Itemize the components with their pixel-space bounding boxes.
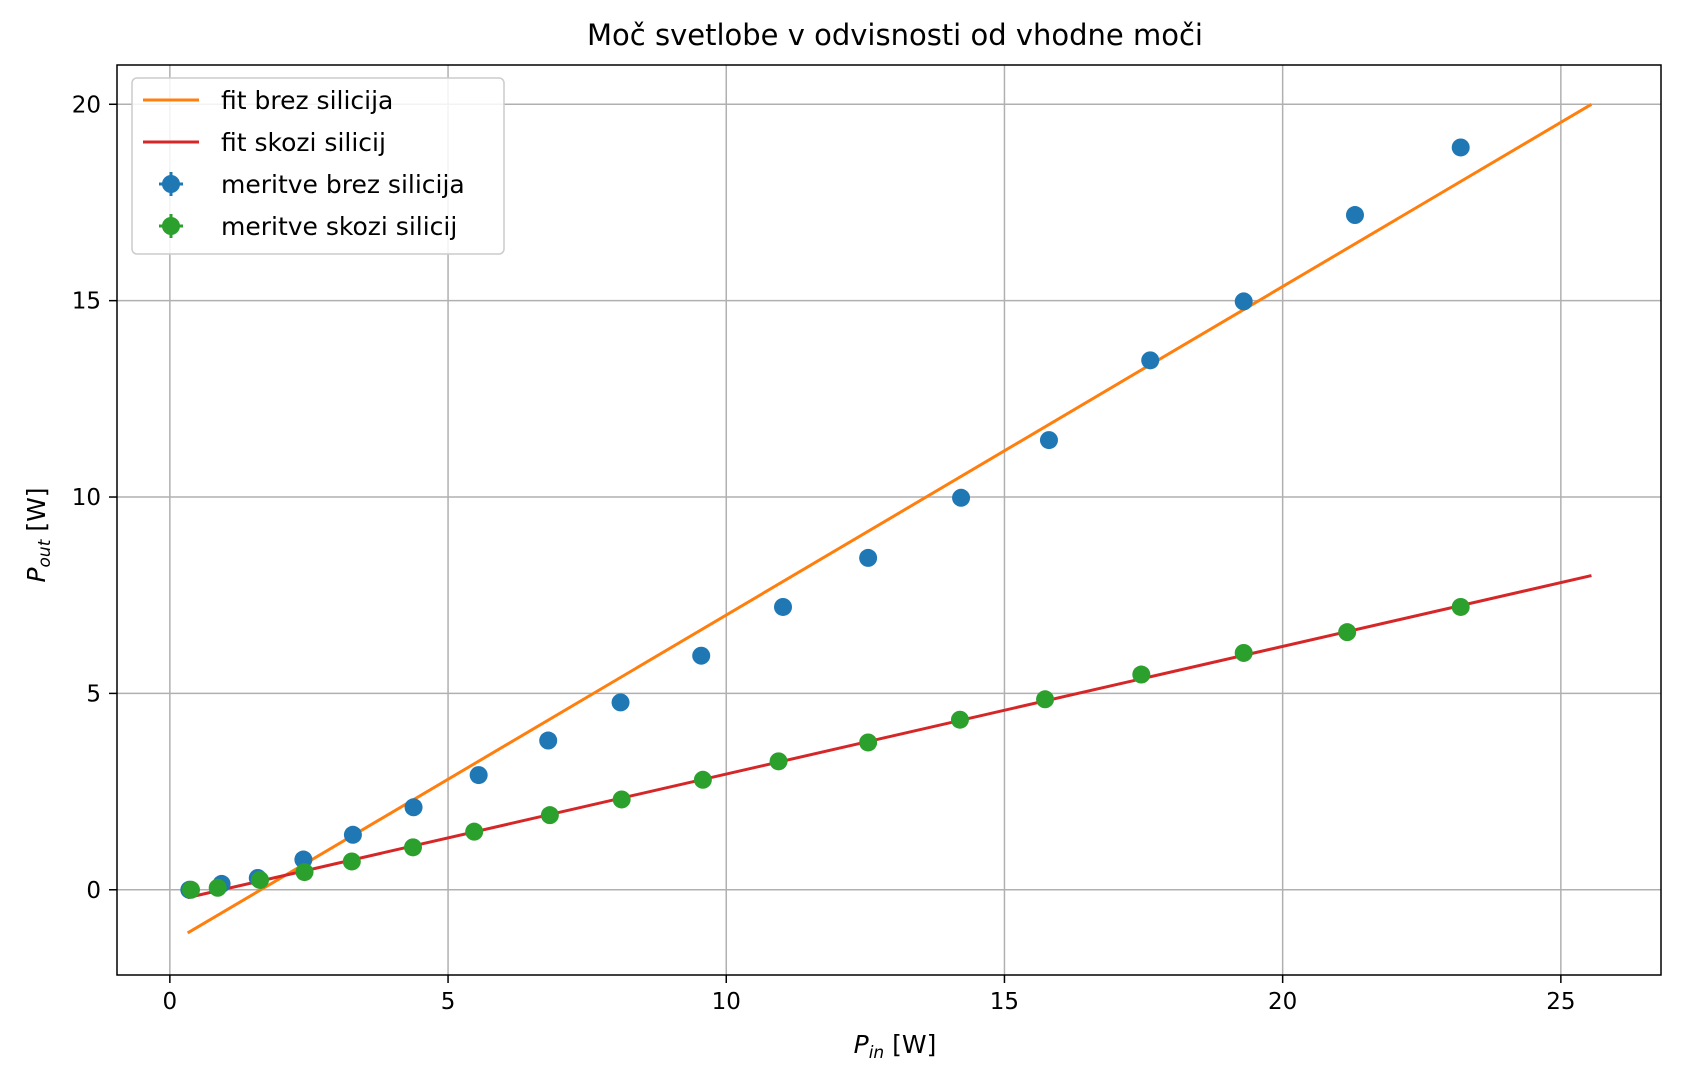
legend: fit brez silicija fit skozi silicij meri…: [131, 77, 505, 255]
data-point-meritve-brez-silicija: [774, 597, 793, 616]
legend-label-meritve-brez-silicija: meritve brez silicija: [221, 170, 465, 199]
data-point-meritve-skozi-silicij: [295, 863, 314, 882]
data-point-meritve-brez-silicija: [343, 825, 362, 844]
y-axis-label-main: P: [22, 567, 51, 583]
legend-marker: [162, 217, 180, 235]
legend-handle-meritve-skozi-silicij: [159, 214, 183, 238]
legend-marker: [162, 175, 180, 193]
legend-label-fit-brez-silicija: fit brez silicija: [221, 86, 393, 115]
data-point-meritve-skozi-silicij: [404, 838, 423, 857]
data-point-meritve-skozi-silicij: [1338, 623, 1357, 642]
data-point-meritve-brez-silicija: [1234, 292, 1253, 311]
y-axis-label-unit: [W]: [22, 487, 51, 539]
legend-label-meritve-skozi-silicij: meritve skozi silicij: [221, 212, 457, 241]
x-axis-label-main: P: [854, 1030, 870, 1059]
data-point-meritve-skozi-silicij: [1234, 643, 1253, 662]
x-tick-label: 15: [990, 989, 1019, 1015]
x-tick-label: 10: [712, 989, 741, 1015]
x-tick-label: 0: [163, 989, 178, 1015]
data-point-meritve-skozi-silicij: [859, 733, 878, 752]
legend-label-fit-skozi-silicij: fit skozi silicij: [221, 128, 386, 157]
data-point-meritve-skozi-silicij: [342, 852, 361, 871]
y-axis-label-sub: out: [35, 538, 55, 567]
x-tick-label: 5: [441, 989, 456, 1015]
series-line-fit-skozi-silicij: [187, 574, 1592, 900]
data-point-meritve-skozi-silicij: [1132, 665, 1151, 684]
data-point-meritve-skozi-silicij: [950, 710, 969, 729]
data-point-meritve-brez-silicija: [1345, 206, 1364, 225]
data-point-meritve-brez-silicija: [952, 488, 971, 507]
y-axis-label: Pout [W]: [22, 487, 55, 582]
legend-box: [131, 77, 505, 255]
x-tick-label: 20: [1268, 989, 1297, 1015]
y-tick-label: 15: [72, 289, 101, 315]
chart-title: Moč svetlobe v odvisnosti od vhodne moči: [587, 18, 1203, 52]
y-tick-label: 10: [72, 485, 101, 511]
x-axis-label: Pin [W]: [854, 1030, 937, 1063]
data-point-meritve-skozi-silicij: [182, 880, 201, 899]
x-axis-label-sub: in: [869, 1043, 885, 1063]
y-tick-label: 20: [72, 92, 101, 118]
data-point-meritve-skozi-silicij: [250, 870, 269, 889]
x-tick-label: 25: [1546, 989, 1575, 1015]
data-point-meritve-brez-silicija: [611, 693, 630, 712]
y-tick-label: 0: [86, 878, 101, 904]
data-point-meritve-brez-silicija: [859, 548, 878, 567]
data-point-meritve-skozi-silicij: [612, 790, 631, 809]
data-point-meritve-skozi-silicij: [1451, 597, 1470, 616]
x-axis-label-unit: [W]: [884, 1030, 936, 1059]
data-point-meritve-brez-silicija: [1039, 431, 1058, 450]
data-point-meritve-brez-silicija: [1141, 351, 1160, 370]
data-point-meritve-brez-silicija: [539, 731, 558, 750]
data-point-meritve-brez-silicija: [1451, 138, 1470, 157]
y-tick-label: 5: [86, 681, 101, 707]
data-point-meritve-skozi-silicij: [465, 822, 484, 841]
data-point-meritve-skozi-silicij: [208, 878, 227, 897]
data-point-meritve-skozi-silicij: [769, 752, 788, 771]
axes-frame: [116, 64, 1662, 976]
legend-handle-meritve-brez-silicija: [159, 172, 183, 196]
data-point-meritve-brez-silicija: [692, 646, 711, 665]
data-point-meritve-skozi-silicij: [693, 770, 712, 789]
data-point-meritve-brez-silicija: [404, 798, 423, 817]
data-point-meritve-brez-silicija: [469, 766, 488, 785]
plot-area: 0 5 10 15 20 25 0 5 10 15 20: [72, 64, 1662, 1015]
data-point-meritve-skozi-silicij: [1036, 690, 1055, 709]
series-line-fit-brez-silicija: [186, 102, 1593, 935]
data-point-meritve-skozi-silicij: [540, 806, 559, 825]
